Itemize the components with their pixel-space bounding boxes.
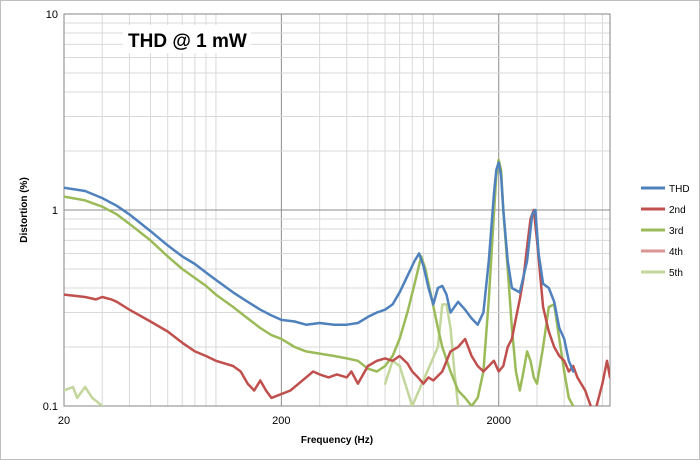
- legend-label-4th: 4th: [669, 247, 683, 258]
- plot-area-border: [63, 13, 611, 407]
- x-tick-label: 200: [272, 415, 290, 427]
- chart-title: THD @ 1 mW: [128, 31, 247, 52]
- y-tick-label: 10: [46, 9, 58, 21]
- series-lines: [64, 158, 610, 406]
- series-line-thd: [64, 161, 575, 373]
- x-tick-labels: 20 200 2000: [58, 415, 511, 427]
- legend: THD 2nd 3rd 4th 5th: [641, 184, 690, 279]
- legend-label-5th: 5th: [669, 268, 683, 279]
- x-tick-label: 2000: [486, 415, 510, 427]
- legend-label-3rd: 3rd: [669, 226, 683, 237]
- x-tick-label: 20: [58, 415, 70, 427]
- y-tick-label: 0.1: [43, 401, 58, 413]
- legend-label-2nd: 2nd: [669, 205, 686, 216]
- title-box: [123, 25, 251, 53]
- y-axis-title: Distortion (%): [19, 177, 30, 243]
- series-line-2nd: [64, 208, 610, 406]
- y-tick-labels: 0.1 1 10: [43, 9, 58, 413]
- y-tick-label: 1: [52, 205, 58, 217]
- grid-lines: [63, 14, 610, 406]
- legend-label-thd: THD: [669, 184, 690, 195]
- series-line-5th: [64, 303, 460, 406]
- x-axis-title: Frequency (Hz): [301, 435, 373, 446]
